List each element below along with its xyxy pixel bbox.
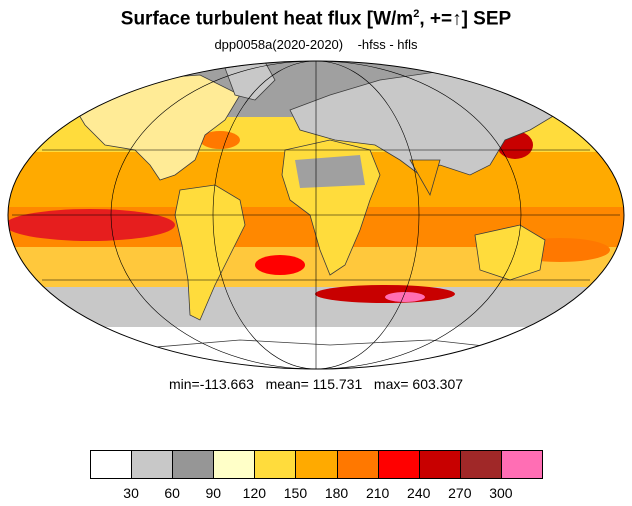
colorbar-swatch	[254, 450, 297, 479]
colorbar	[90, 450, 543, 480]
colorbar-tick-label: 270	[448, 485, 472, 501]
colorbar-tick-label: 90	[205, 485, 222, 501]
gulf-stream-maximum	[200, 131, 240, 149]
colorbar-swatch	[418, 450, 461, 479]
colorbar-tick-label: 150	[283, 485, 308, 501]
colorbar-swatch	[377, 450, 420, 479]
colorbar-swatch	[131, 450, 174, 479]
colorbar-tick-label: 240	[407, 485, 431, 501]
india	[409, 159, 441, 197]
australia	[474, 224, 546, 281]
north-america	[69, 74, 241, 181]
colorbar-swatch	[336, 450, 379, 479]
sahara	[295, 155, 365, 188]
colorbar-tick-label: 120	[242, 485, 267, 501]
colorbar-swatch	[500, 450, 543, 479]
pacific-trade-maximum	[8, 209, 175, 241]
colorbar-swatch	[213, 450, 256, 479]
colorbar-swatch	[172, 450, 215, 479]
colorbar-tick-label: 210	[365, 485, 390, 501]
plot-title: Surface turbulent heat flux [W/m2, +=↑] …	[120, 8, 512, 30]
globe-outline	[7, 60, 625, 370]
colorbar-tick-label: 180	[324, 485, 349, 501]
south-america	[174, 184, 246, 321]
colorbar-swatch	[295, 450, 338, 479]
south-atlantic-maximum	[255, 255, 305, 275]
colorbar-swatch	[459, 450, 502, 479]
plot-subtitle: dpp0058a(2020-2020) -hfss - hfls	[214, 37, 418, 52]
colorbar-tick-label: 300	[489, 485, 513, 501]
indian-ocean-maximum	[315, 285, 455, 303]
colorbar-tick-label: 30	[123, 485, 139, 501]
colorbar-tick-label: 60	[164, 485, 180, 501]
statistics-line: min=-113.663 mean= 115.731 max= 603.307	[168, 376, 464, 392]
antarctica	[119, 339, 521, 369]
indian-ocean-peak	[385, 292, 425, 302]
colorbar-swatch	[90, 450, 133, 479]
